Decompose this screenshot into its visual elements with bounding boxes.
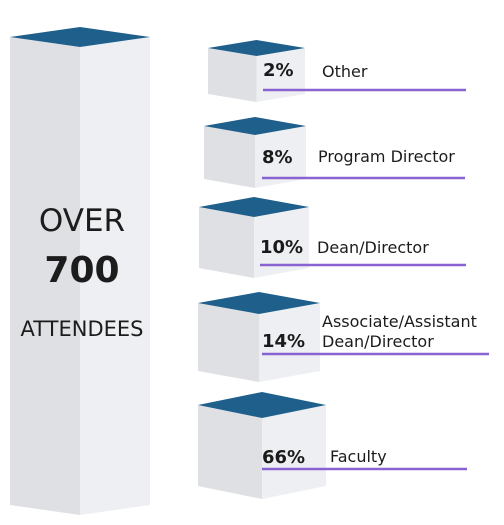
bar-program-director <box>204 117 306 188</box>
category-label-faculty: Faculty <box>330 447 387 467</box>
bar-other-left-face <box>208 48 257 102</box>
value-label-associate-assistant-dean-director: 14% <box>262 331 306 352</box>
category-label-line: Faculty <box>330 447 387 466</box>
category-label-line: Dean/Director <box>322 332 434 351</box>
bar-program-director-top-face <box>204 117 306 135</box>
bar-dean-director <box>199 197 309 278</box>
bar-faculty <box>198 392 326 499</box>
bar-associate-assistant-dean-director-left-face <box>198 303 259 382</box>
bar-dean-director-left-face <box>199 207 254 278</box>
value-label-faculty: 66% <box>262 447 306 468</box>
bar-faculty-top-face <box>198 392 326 418</box>
total-column-right-face <box>80 37 150 515</box>
value-label-dean-director: 10% <box>260 237 304 258</box>
bar-other <box>208 40 305 102</box>
attendees-text: ATTENDEES <box>20 317 144 341</box>
bar-dean-director-top-face <box>199 197 309 217</box>
bar-dean-director-right-face <box>254 207 309 278</box>
value-label-program-director: 8% <box>262 147 293 168</box>
over-text: OVER <box>38 203 126 239</box>
bar-faculty-left-face <box>198 405 262 499</box>
value-label-other: 2% <box>263 60 294 81</box>
bar-other-top-face <box>208 40 305 56</box>
attendee-count: 700 <box>44 250 120 291</box>
category-label-program-director: Program Director <box>318 147 455 167</box>
category-label-line: Program Director <box>318 147 455 166</box>
bar-faculty-right-face <box>262 405 326 499</box>
category-label-other: Other <box>322 62 367 82</box>
bar-program-director-right-face <box>255 126 306 188</box>
category-label-line: Other <box>322 62 368 81</box>
category-label-associate-assistant-dean-director: Associate/Assistant Dean/Director <box>322 312 477 352</box>
total-column-top-face <box>10 27 150 47</box>
total-column <box>10 27 150 515</box>
bar-associate-assistant-dean-director <box>198 292 320 382</box>
total-column-left-face <box>10 37 80 515</box>
bar-other-right-face <box>256 48 305 102</box>
category-label-dean-director: Dean/Director <box>317 238 429 258</box>
bar-associate-assistant-dean-director-right-face <box>259 303 320 382</box>
bar-associate-assistant-dean-director-top-face <box>198 292 320 314</box>
category-label-line: Associate/Assistant <box>322 312 477 331</box>
category-label-line: Dean/Director <box>317 238 429 257</box>
bar-program-director-left-face <box>204 126 255 188</box>
